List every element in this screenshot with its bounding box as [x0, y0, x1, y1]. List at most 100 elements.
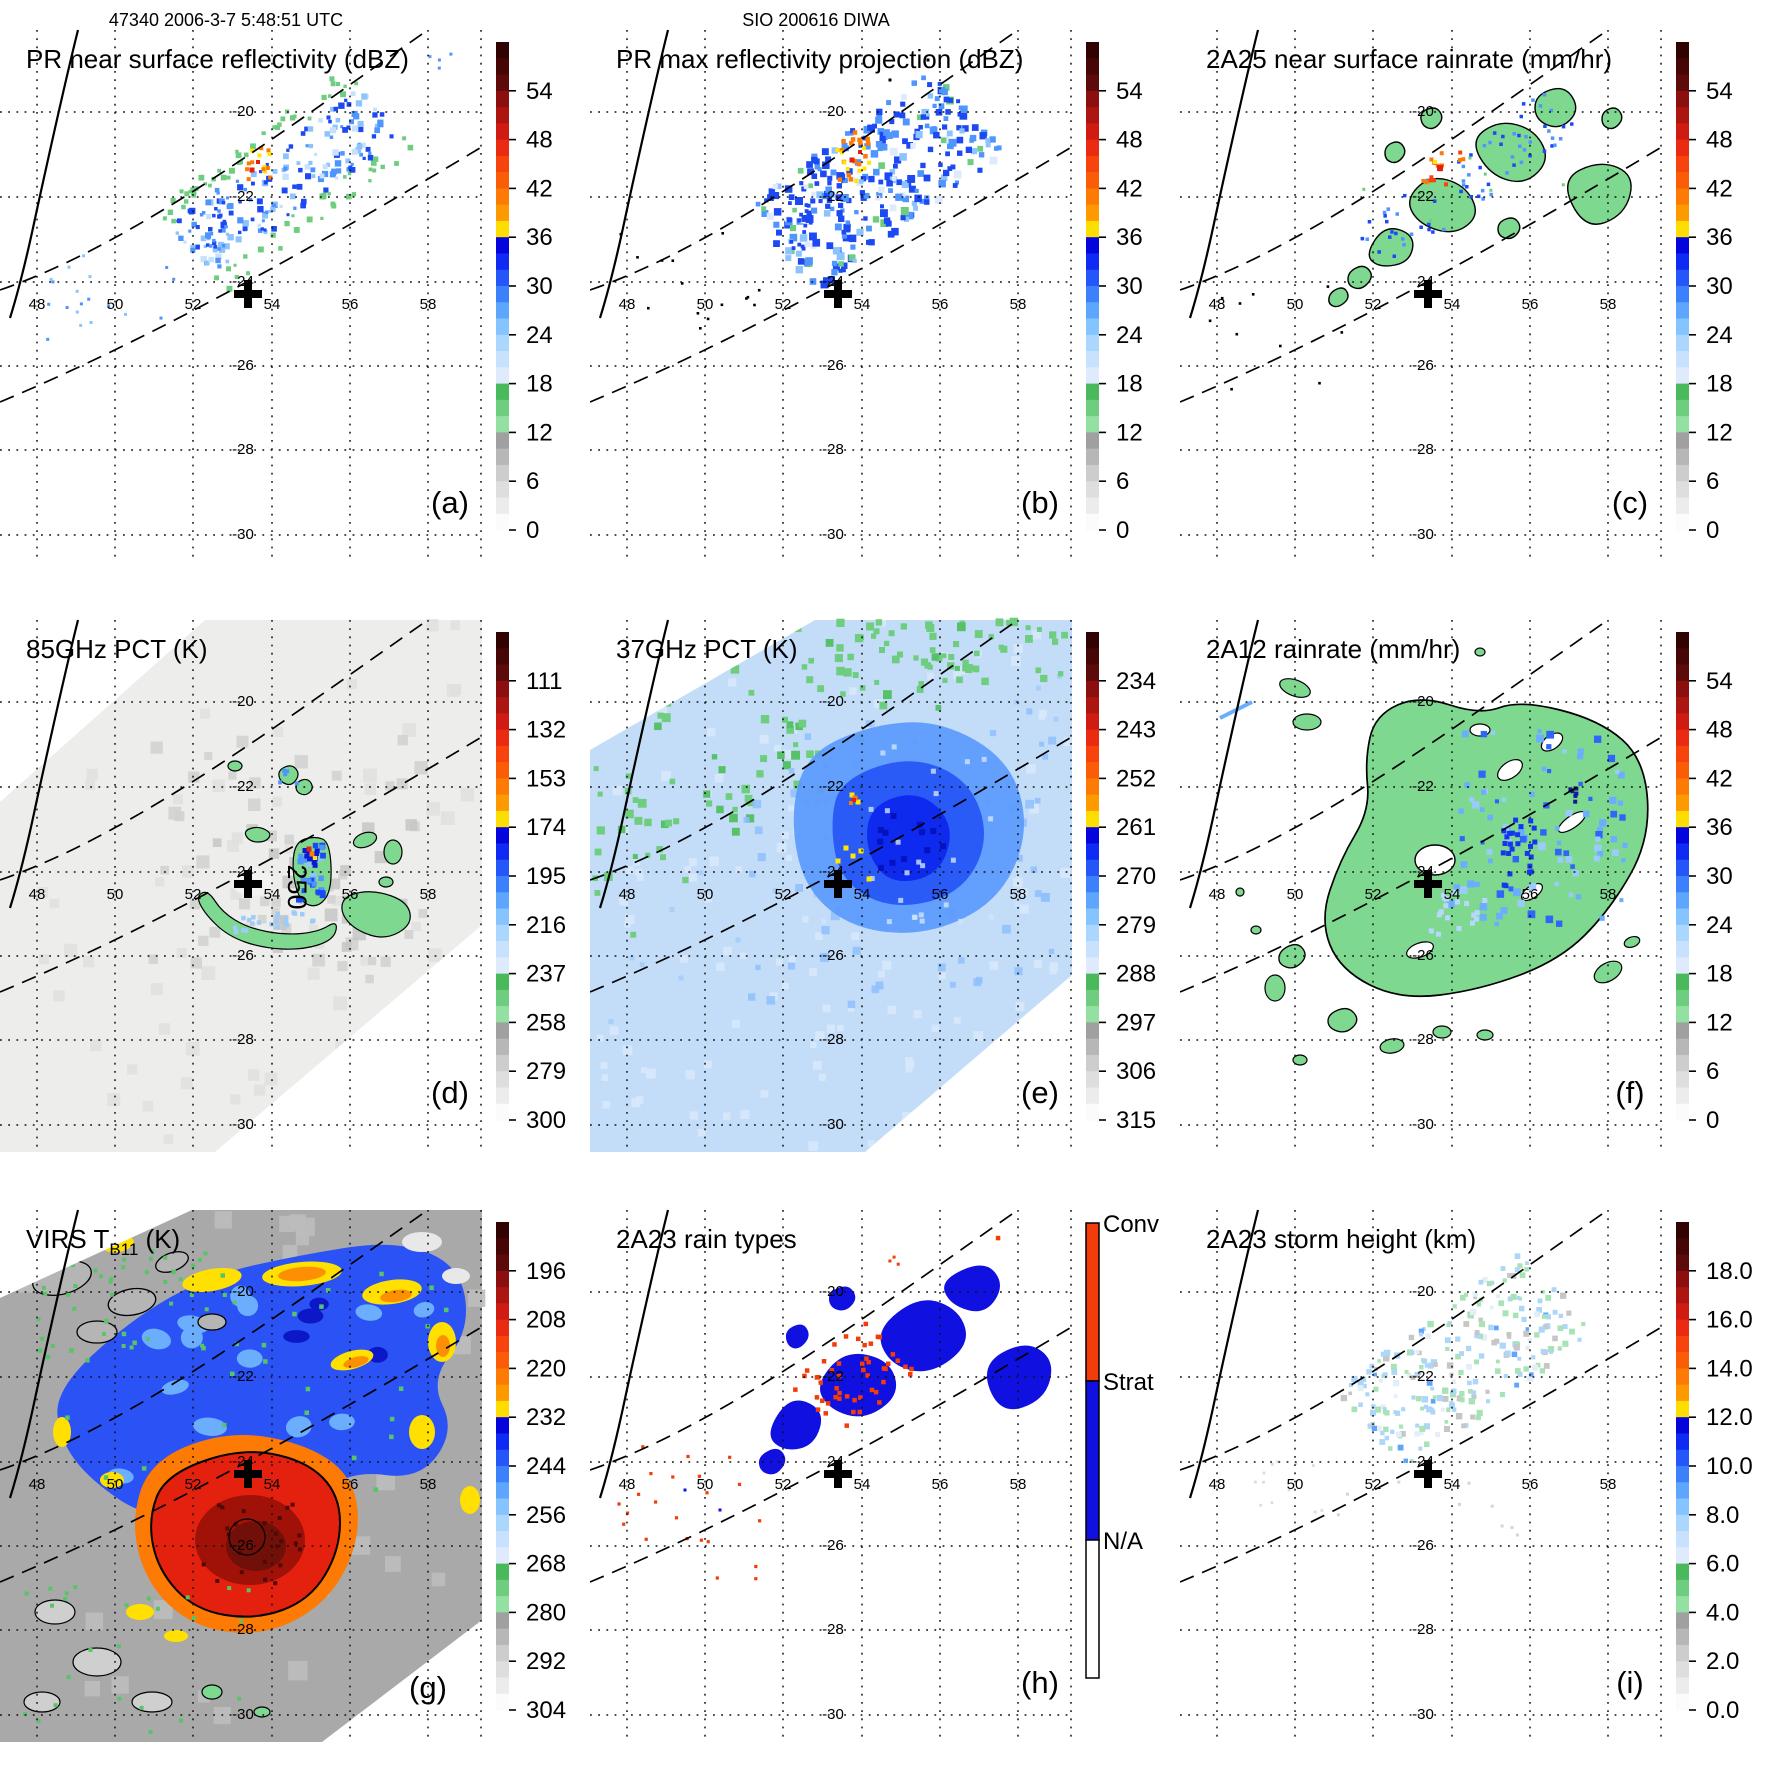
lat-tick-label: -26	[822, 1537, 844, 1554]
lon-tick-label: 58	[420, 296, 437, 313]
coastline	[598, 619, 670, 909]
colorbar-tick-label: 42	[1116, 175, 1143, 202]
axis-labels: 48 50 52 54 56 58-20-22-24-26-28-30	[619, 103, 1027, 543]
lat-tick-label: -26	[232, 947, 254, 964]
lon-tick-label: 56	[932, 296, 949, 313]
swath-edges	[0, 29, 481, 403]
colorbar-tick-label: 315	[1116, 1107, 1156, 1134]
colorbar-tick-label: 10.0	[1706, 1453, 1753, 1480]
lon-tick-label: 56	[342, 1476, 359, 1493]
lon-tick-label: 52	[185, 296, 202, 313]
map-imagery	[590, 617, 1072, 1152]
colorbar-tick-label: 0.0	[1706, 1697, 1739, 1724]
colorbar-tick-label: 6	[1706, 1058, 1719, 1085]
lon-tick-label: 58	[1010, 1476, 1027, 1493]
panel-b: 48 50 52 54 56 58 -20 -22 -24 -26 -28 -30 PR max ref…	[589, 0, 1180, 590]
colorbar-tick-label: 244	[526, 1453, 566, 1480]
latlon-grid	[0, 30, 482, 562]
colorbar-tick-label: 30	[1706, 273, 1733, 300]
lat-tick-label: -26	[1412, 947, 1434, 964]
lon-tick-label: 58	[1600, 1476, 1617, 1493]
axis-labels: 48 50 52 54 56 58-20-22-24-26-28-30	[1209, 103, 1617, 543]
colorbar-tick-label: 0	[1706, 517, 1719, 544]
lon-tick-label: 58	[1010, 886, 1027, 903]
colorbar-segment-label: Strat	[1103, 1369, 1154, 1396]
storm-center-marker	[1414, 870, 1442, 898]
storm-center-marker	[234, 1460, 262, 1488]
map-imagery	[1254, 1253, 1586, 1537]
lat-tick-label: -26	[822, 357, 844, 374]
colorbar-g: 196 208 220 232 244 256 268 280 292 304	[496, 1222, 566, 1724]
lat-tick-label: -22	[232, 778, 254, 795]
map-imagery	[1208, 87, 1632, 391]
colorbar-tick-label: 42	[526, 175, 553, 202]
panel-letter: (e)	[1021, 1075, 1059, 1110]
latlon-grid	[590, 30, 1072, 562]
colorbar-tick-label: 18	[1116, 371, 1143, 398]
colorbar-tick-label: 18	[1706, 371, 1733, 398]
lon-tick-label: 50	[1287, 886, 1304, 903]
lon-tick-label: 48	[619, 886, 636, 903]
lat-tick-label: -22	[822, 188, 844, 205]
lat-tick-label: -30	[232, 526, 254, 543]
lat-tick-label: -30	[822, 1116, 844, 1133]
lat-tick-label: -30	[822, 1706, 844, 1723]
lat-tick-label: -22	[1412, 1368, 1434, 1385]
colorbar-b: 54 48 42 36 30 24 18 12 6 0	[1086, 42, 1143, 544]
coastline	[598, 29, 670, 319]
lon-tick-label: 54	[264, 1476, 281, 1493]
panel-e: 48 50 52 54 56 58 -20 -22 -24 -26 -28 -30 37GHz PCT …	[589, 590, 1180, 1180]
lon-tick-label: 56	[1522, 1476, 1539, 1493]
colorbar-tick-label: 279	[1116, 912, 1156, 939]
colorbar-tick-label: 6	[526, 468, 539, 495]
lon-tick-label: 56	[342, 296, 359, 313]
colorbar-tick-label: 12	[526, 419, 553, 446]
contour-annotation: 250	[282, 864, 312, 909]
lat-tick-label: -26	[822, 947, 844, 964]
colorbar-tick-label: 270	[1116, 863, 1156, 890]
colorbar-tick-label: 36	[1706, 224, 1733, 251]
lon-tick-label: 56	[1522, 296, 1539, 313]
colorbar-tick-label: 195	[526, 863, 566, 890]
swath-edges	[589, 29, 1071, 403]
lat-tick-label: -20	[822, 1283, 844, 1300]
colorbar-f: 54 48 42 36 30 24 18 12 6 0	[1676, 632, 1733, 1134]
lon-tick-label: 58	[420, 1476, 437, 1493]
latlon-grid	[0, 620, 482, 1152]
lon-tick-label: 56	[342, 886, 359, 903]
swath-edges	[1179, 1209, 1661, 1583]
axis-labels: 48 50 52 54 56 58-20-22-24-26-28-30	[619, 1283, 1027, 1723]
colorbar-tick-label: 48	[1706, 127, 1733, 154]
latlon-grid	[1180, 30, 1662, 562]
coastline	[8, 619, 80, 909]
colorbar-tick-label: 297	[1116, 1009, 1156, 1036]
lon-tick-label: 50	[697, 886, 714, 903]
lon-tick-label: 54	[264, 886, 281, 903]
lon-tick-label: 50	[107, 1476, 124, 1493]
colorbar-tick-label: 258	[526, 1009, 566, 1036]
colorbar-tick-label: 42	[1706, 175, 1733, 202]
colorbar-tick-label: 300	[526, 1107, 566, 1134]
lat-tick-label: -28	[822, 441, 844, 458]
lon-tick-label: 52	[775, 886, 792, 903]
panel-letter: (g)	[409, 1670, 447, 1705]
colorbar-tick-label: 132	[526, 717, 566, 744]
storm-center-marker	[824, 1460, 852, 1488]
lon-tick-label: 48	[29, 296, 46, 313]
lon-tick-label: 48	[1209, 296, 1226, 313]
lon-tick-label: 48	[1209, 1476, 1226, 1493]
lon-tick-label: 58	[1600, 296, 1617, 313]
header-orbit-time: 47340 2006-3-7 5:48:51 UTC	[108, 10, 344, 30]
colorbar-tick-label: 4.0	[1706, 1599, 1739, 1626]
coastline	[1188, 29, 1260, 319]
coastline	[8, 29, 80, 319]
latlon-grid	[1180, 1210, 1662, 1742]
colorbar-tick-label: 6.0	[1706, 1551, 1739, 1578]
latlon-grid	[590, 620, 1072, 1152]
colorbar-d: 111 132 153 174 195 216 237 258 279 300	[496, 632, 566, 1134]
colorbar-tick-label: 36	[1116, 224, 1143, 251]
lat-tick-label: -28	[232, 1031, 254, 1048]
colorbar-tick-label: 12	[1706, 419, 1733, 446]
panel-g: 48 50 52 54 56 58 -20 -22 -24 -26 -28 -30 VIRS TB11 …	[0, 1180, 590, 1770]
